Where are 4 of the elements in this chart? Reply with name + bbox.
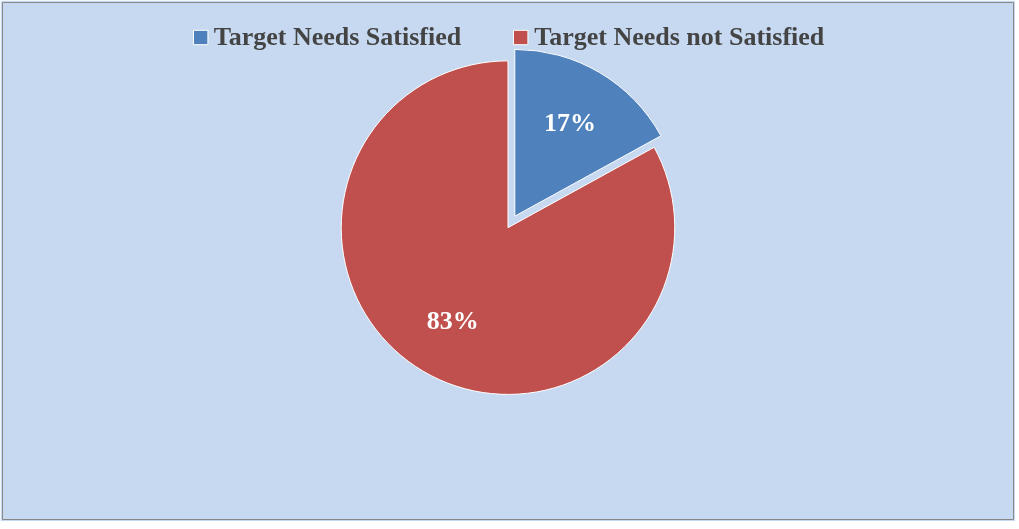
data-label: 17% (543, 108, 596, 138)
data-label: 83% (426, 306, 479, 336)
legend-label: Target Needs not Satisfied (534, 22, 825, 52)
legend-label: Target Needs Satisfied (213, 22, 462, 52)
